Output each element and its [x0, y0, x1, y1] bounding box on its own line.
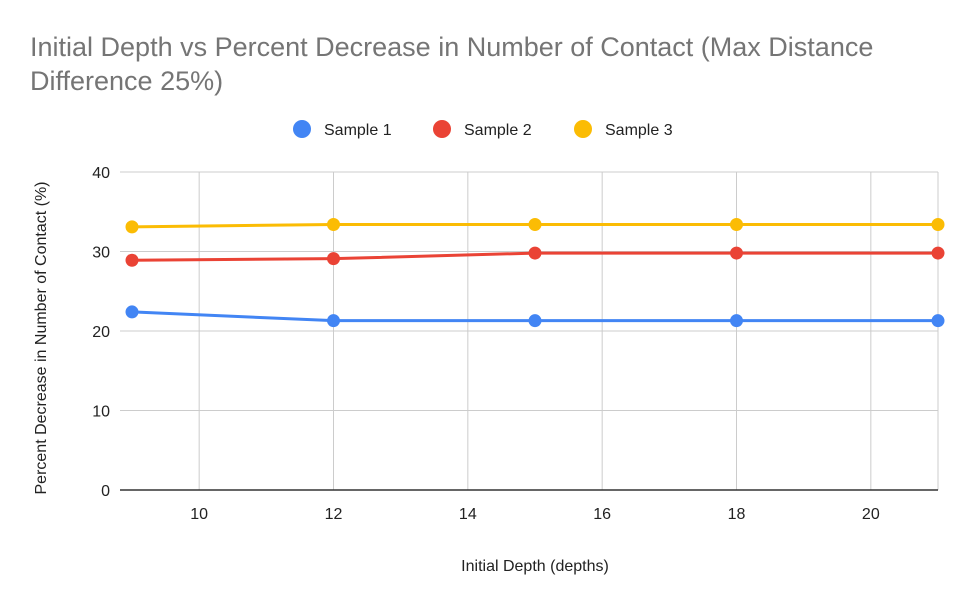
y-axis-title: Percent Decrease in Number of Contact (%…	[33, 181, 50, 494]
data-point-series-2	[125, 253, 139, 267]
grid	[120, 171, 939, 490]
data-point-series-1	[125, 305, 139, 319]
x-tick-label: 14	[459, 506, 477, 523]
legend-label-3: Sample 3	[605, 122, 673, 139]
data-point-series-3	[730, 217, 743, 231]
data-point-series-2	[730, 246, 743, 260]
y-tick-label: 10	[92, 404, 110, 421]
y-tick-label: 30	[92, 245, 110, 262]
series-group	[125, 217, 945, 328]
data-point-series-2	[327, 252, 340, 266]
x-tick-label: 12	[325, 506, 343, 523]
y-tick-label: 20	[92, 324, 110, 341]
x-tick-label: 10	[190, 506, 208, 523]
y-tick-label: 40	[92, 165, 110, 182]
data-point-series-2	[931, 246, 945, 260]
data-point-series-1	[730, 314, 743, 328]
data-point-series-3	[125, 220, 139, 234]
data-point-series-3	[327, 217, 340, 231]
data-point-series-1	[528, 314, 542, 328]
x-axis-ticks: 10 12 14 16 18 20	[190, 506, 880, 523]
legend: Sample 1 Sample 2 Sample 3	[293, 120, 673, 139]
legend-marker-3	[574, 120, 592, 138]
x-tick-label: 20	[862, 506, 880, 523]
y-axis-ticks: 0 10 20 30 40	[92, 165, 110, 500]
data-point-series-3	[931, 217, 945, 231]
legend-label-1: Sample 1	[324, 122, 392, 139]
legend-marker-1	[293, 120, 311, 138]
legend-label-2: Sample 2	[464, 122, 532, 139]
chart-title: Initial Depth vs Percent Decrease in Num…	[30, 32, 874, 96]
data-point-series-3	[528, 217, 542, 231]
data-point-series-1	[931, 314, 945, 328]
data-point-series-2	[528, 246, 542, 260]
x-tick-label: 18	[728, 506, 746, 523]
y-tick-label: 0	[101, 483, 110, 500]
data-point-series-1	[327, 314, 340, 328]
x-axis-title: Initial Depth (depths)	[461, 558, 609, 575]
x-tick-label: 16	[593, 506, 611, 523]
legend-marker-2	[433, 120, 451, 138]
